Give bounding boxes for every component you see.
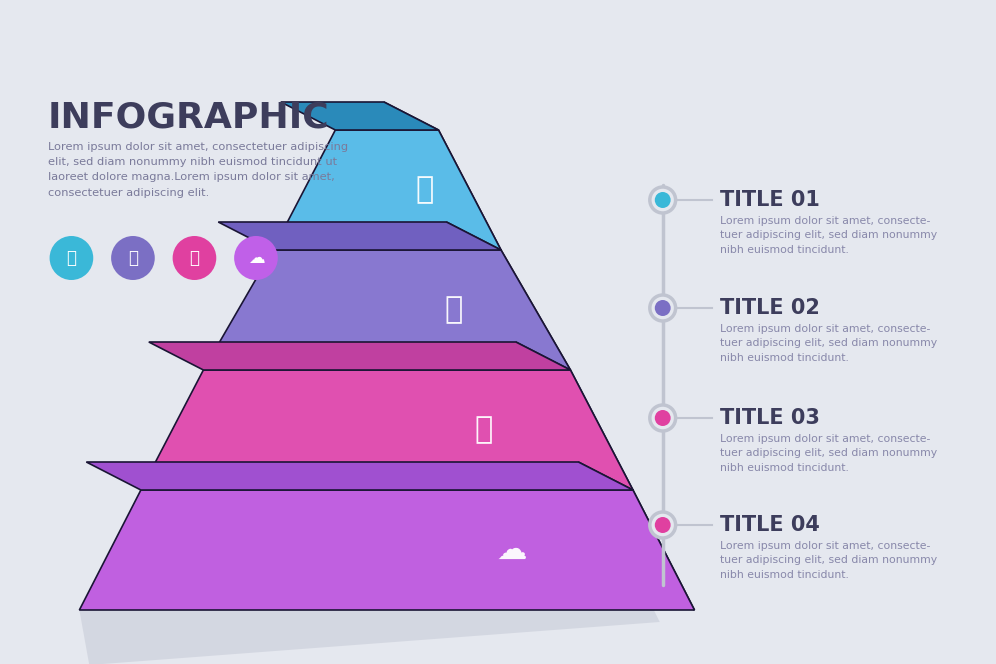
- Text: TITLE 04: TITLE 04: [720, 515, 820, 535]
- Text: Lorem ipsum dolor sit amet, consecte-
tuer adipiscing elit, sed diam nonummy
nib: Lorem ipsum dolor sit amet, consecte- tu…: [720, 434, 937, 473]
- Circle shape: [654, 300, 670, 316]
- Text: Lorem ipsum dolor sit amet, consecte-
tuer adipiscing elit, sed diam nonummy
nib: Lorem ipsum dolor sit amet, consecte- tu…: [720, 541, 937, 580]
- Polygon shape: [446, 222, 571, 370]
- Text: ☁: ☁: [496, 535, 527, 564]
- Text: Lorem ipsum dolor sit amet, consecte-
tuer adipiscing elit, sed diam nonummy
nib: Lorem ipsum dolor sit amet, consecte- tu…: [720, 324, 937, 363]
- Polygon shape: [579, 462, 694, 610]
- Polygon shape: [203, 250, 571, 370]
- Circle shape: [649, 295, 675, 321]
- Polygon shape: [148, 342, 571, 370]
- Circle shape: [654, 410, 670, 426]
- Text: ☁: ☁: [248, 249, 264, 267]
- Text: INFOGRAPHIC: INFOGRAPHIC: [48, 100, 330, 134]
- Text: Lorem ipsum dolor sit amet, consectetuer adipiscing
elit, sed diam nonummy nibh : Lorem ipsum dolor sit amet, consectetuer…: [48, 142, 348, 198]
- Polygon shape: [80, 490, 694, 610]
- Polygon shape: [218, 222, 501, 250]
- Text: 🔒: 🔒: [67, 249, 77, 267]
- Circle shape: [112, 236, 154, 280]
- Circle shape: [649, 405, 675, 431]
- Text: 📶: 📶: [474, 416, 493, 444]
- Text: TITLE 03: TITLE 03: [720, 408, 820, 428]
- Circle shape: [234, 236, 278, 280]
- Polygon shape: [80, 582, 659, 664]
- Text: TITLE 02: TITLE 02: [720, 298, 820, 318]
- Text: 🏛: 🏛: [445, 295, 463, 325]
- Polygon shape: [281, 102, 438, 130]
- Text: 🔒: 🔒: [415, 175, 433, 205]
- Circle shape: [654, 517, 670, 533]
- Circle shape: [654, 192, 670, 208]
- Circle shape: [649, 187, 675, 213]
- Text: 📶: 📶: [189, 249, 199, 267]
- Circle shape: [50, 236, 94, 280]
- Polygon shape: [87, 462, 632, 490]
- Text: 🏛: 🏛: [127, 249, 137, 267]
- Text: TITLE 01: TITLE 01: [720, 190, 820, 210]
- Polygon shape: [383, 102, 501, 250]
- Circle shape: [172, 236, 216, 280]
- Text: Lorem ipsum dolor sit amet, consecte-
tuer adipiscing elit, sed diam nonummy
nib: Lorem ipsum dolor sit amet, consecte- tu…: [720, 216, 937, 255]
- Polygon shape: [140, 370, 632, 490]
- Polygon shape: [516, 342, 632, 490]
- Polygon shape: [273, 130, 501, 250]
- Circle shape: [649, 512, 675, 538]
